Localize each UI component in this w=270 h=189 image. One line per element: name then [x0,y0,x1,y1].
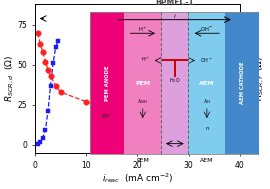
Bar [124,12,161,154]
X-axis label: $i_{reac}$  (mA cm$^{-2}$): $i_{reac}$ (mA cm$^{-2}$) [102,171,173,185]
Text: $i$: $i$ [173,12,177,20]
Text: AEM: AEM [200,158,214,163]
Text: $\lambda_{H}$: $\lambda_{H}$ [203,97,211,106]
Bar [225,12,259,154]
Text: OH$^-$: OH$^-$ [200,26,214,33]
Text: H$^+$: H$^+$ [138,25,147,34]
Text: AEM CATHODE: AEM CATHODE [240,62,245,105]
Y-axis label: $R_{SCR,f}$  ($\Omega$): $R_{SCR,f}$ ($\Omega$) [254,56,266,101]
Text: BPMFC-1: BPMFC-1 [156,0,194,7]
Text: H$_2$O: H$_2$O [169,76,181,85]
Bar [188,12,225,154]
Y-axis label: $R_{SCR,d}$  ($\Omega$): $R_{SCR,d}$ ($\Omega$) [4,55,16,102]
Text: AEM: AEM [199,81,215,86]
Text: PEM: PEM [136,158,149,163]
Text: H$^+$: H$^+$ [141,55,150,64]
Bar [161,12,188,154]
Text: $n$: $n$ [204,125,209,132]
Text: $\lambda_{OH}$: $\lambda_{OH}$ [137,97,148,106]
Text: OH$^-$: OH$^-$ [200,56,213,64]
Text: PEM: PEM [135,81,150,86]
Bar [90,12,124,154]
Text: PEM ANODE: PEM ANODE [105,65,110,101]
Text: OH$^-$: OH$^-$ [101,112,114,120]
